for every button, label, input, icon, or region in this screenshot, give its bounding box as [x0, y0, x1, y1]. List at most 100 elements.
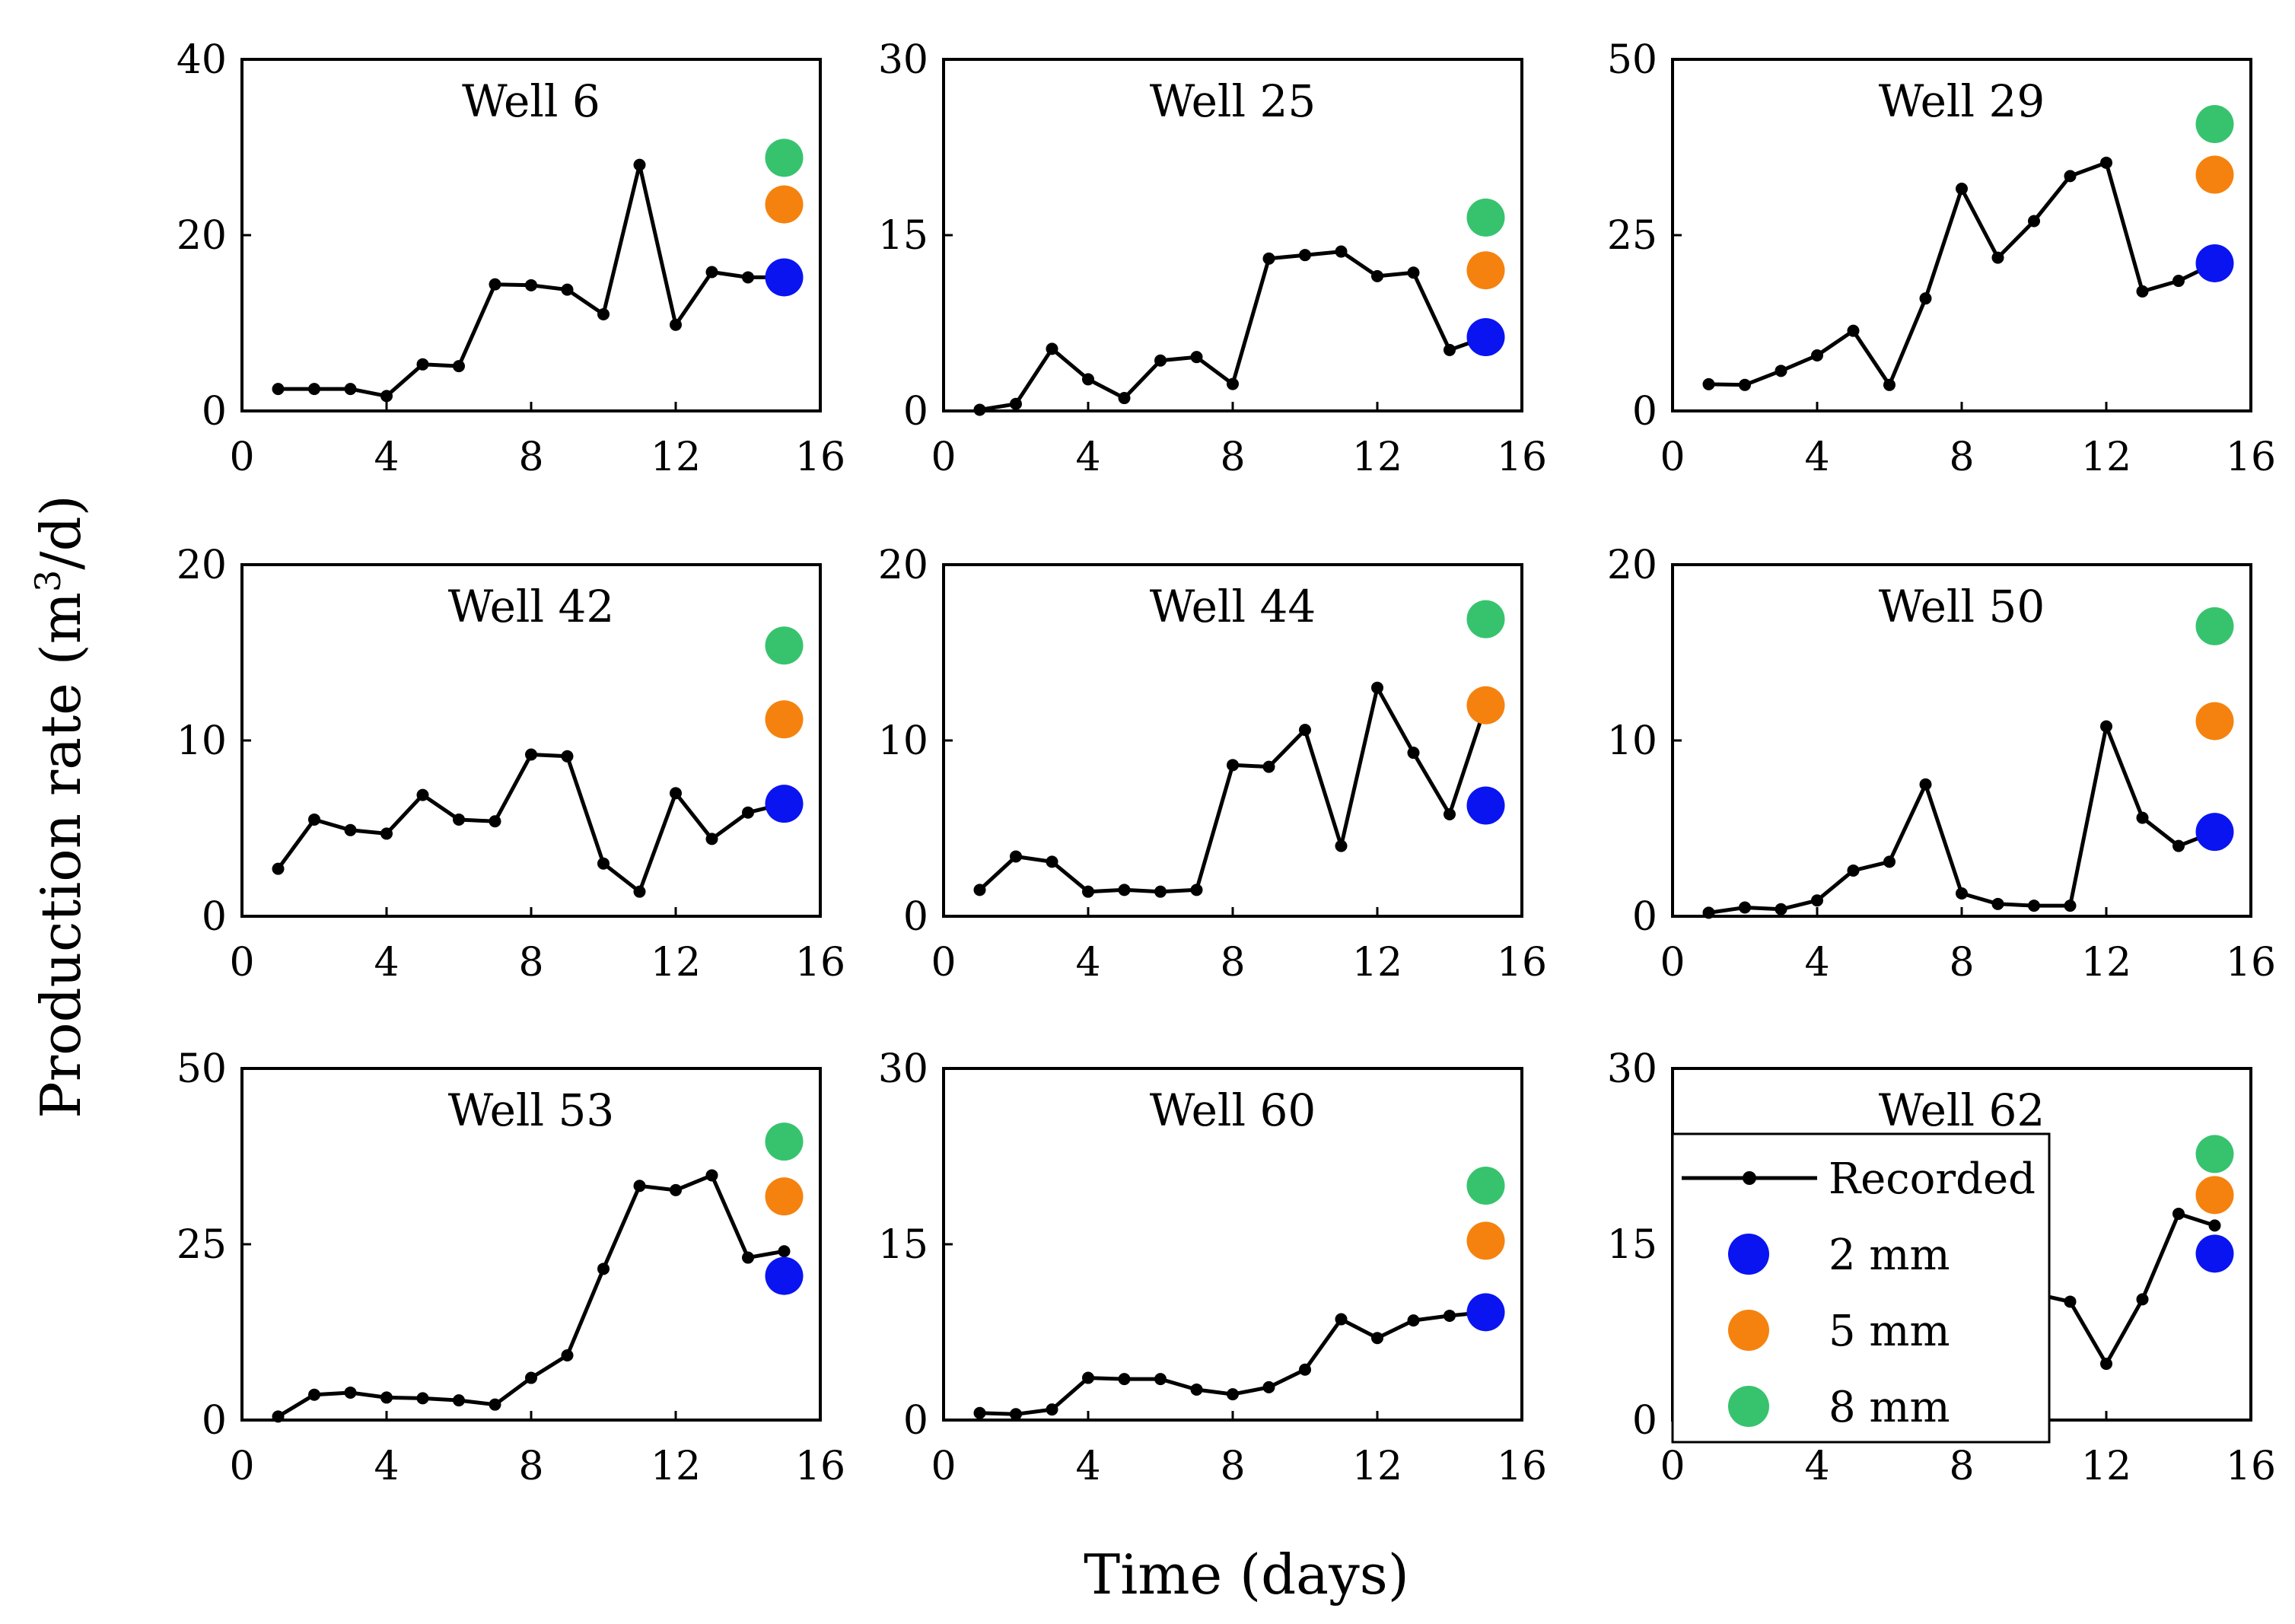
recorded-point [380, 1391, 393, 1404]
x-tick-label: 0 [229, 1444, 254, 1489]
recorded-point [272, 1410, 285, 1423]
recorded-point [1262, 760, 1275, 773]
x-tick-label: 16 [795, 435, 845, 480]
recorded-point [973, 403, 986, 416]
predicted-8mm-point [2195, 1135, 2234, 1173]
recorded-point [1883, 855, 1896, 868]
panel-well-6: 0 4 8 12 16 0 20 40 Well 6 [177, 37, 845, 480]
predicted-5mm-point [2195, 1176, 2234, 1215]
recorded-point [416, 788, 429, 801]
recorded-point [1811, 349, 1823, 362]
predicted-2mm-point [2195, 1234, 2234, 1273]
x-tick-label: 4 [1075, 940, 1100, 986]
predicted-5mm-point [1466, 686, 1505, 724]
x-tick-label: 12 [1352, 1444, 1402, 1489]
y-tick-label: 20 [177, 213, 227, 259]
y-tick-label: 20 [177, 543, 227, 588]
x-tick-label: 0 [931, 940, 956, 986]
recorded-point [778, 1245, 791, 1258]
recorded-point [1956, 887, 1968, 900]
y-tick-label: 0 [903, 389, 928, 435]
x-tick-label: 4 [1804, 435, 1829, 480]
legend-label-2mm: 2 mm [1829, 1231, 1950, 1280]
predicted-8mm-point [765, 1122, 804, 1161]
recorded-point [1919, 778, 1932, 791]
recorded-point [973, 1406, 986, 1419]
x-tick-label: 16 [2226, 1444, 2276, 1489]
x-tick-label: 16 [1497, 435, 1547, 480]
recorded-point [1082, 373, 1094, 386]
x-tick-label: 8 [518, 1444, 543, 1489]
x-tick-label: 16 [1497, 1444, 1547, 1489]
recorded-point [344, 1386, 357, 1399]
recorded-point [2028, 215, 2040, 228]
x-tick-label: 8 [518, 940, 543, 986]
predicted-8mm-point [765, 626, 804, 665]
legend-label-8mm: 8 mm [1829, 1383, 1950, 1432]
recorded-point [1118, 392, 1131, 405]
legend-recorded-marker [1743, 1171, 1756, 1185]
recorded-point [670, 787, 682, 800]
recorded-point [2064, 170, 2077, 183]
x-tick-label: 4 [374, 435, 399, 480]
recorded-point [1082, 885, 1094, 898]
panel-well-42: 0 4 8 12 16 0 10 20 Well 42 [177, 543, 845, 986]
recorded-point [633, 1180, 646, 1193]
recorded-point [705, 266, 718, 279]
recorded-point [742, 806, 754, 819]
y-tick-label: 0 [1632, 389, 1657, 435]
predicted-5mm-point [765, 1177, 804, 1216]
recorded-point [344, 383, 357, 396]
recorded-point [1154, 1373, 1167, 1386]
recorded-point [742, 1251, 754, 1264]
recorded-point [525, 748, 537, 761]
y-axis-title: Production rate (m3/d) [27, 495, 93, 1118]
y-tick-label: 0 [1632, 1398, 1657, 1444]
recorded-point [2172, 1207, 2185, 1220]
recorded-point [416, 1392, 429, 1405]
recorded-point [1702, 377, 1715, 390]
y-tick-label: 0 [202, 1398, 227, 1444]
predicted-5mm-point [1466, 251, 1505, 290]
y-tick-label: 15 [878, 213, 928, 259]
recorded-point [489, 815, 501, 828]
x-tick-label: 16 [1497, 940, 1547, 986]
y-tick-label: 15 [1607, 1222, 1657, 1268]
recorded-point [1190, 351, 1203, 364]
x-tick-label: 8 [1220, 435, 1245, 480]
recorded-point [1190, 884, 1203, 896]
recorded-point [670, 1183, 682, 1196]
predicted-2mm-point [765, 1256, 804, 1295]
predicted-5mm-point [765, 700, 804, 739]
recorded-point [416, 358, 429, 371]
recorded-point [1262, 1380, 1275, 1393]
recorded-point [2028, 900, 2040, 912]
recorded-point [1082, 1371, 1094, 1384]
recorded-point [1118, 884, 1131, 896]
recorded-point [2136, 811, 2149, 824]
recorded-point [1847, 864, 1860, 877]
x-tick-label: 0 [1660, 1444, 1685, 1489]
panel-title: Well 62 [1879, 1084, 2045, 1136]
recorded-point [1991, 897, 2004, 910]
recorded-point [1227, 759, 1239, 772]
x-tick-label: 4 [374, 1444, 399, 1489]
legend-2mm-marker [1728, 1234, 1769, 1275]
recorded-point [1775, 365, 1787, 377]
panel-well-25: 0 4 8 12 16 0 15 30 Well 25 [878, 37, 1547, 480]
y-tick-label: 25 [1607, 213, 1657, 259]
recorded-point [1227, 1388, 1239, 1401]
recorded-point [1227, 377, 1239, 390]
recorded-point [453, 1394, 465, 1407]
x-tick-label: 8 [1949, 940, 1974, 986]
recorded-point [1407, 747, 1420, 759]
recorded-point [597, 857, 610, 870]
x-tick-label: 4 [1075, 1444, 1100, 1489]
recorded-point [1046, 342, 1058, 355]
legend-label-recorded: Recorded [1829, 1154, 2036, 1204]
recorded-point [2100, 720, 2112, 733]
predicted-8mm-point [2195, 607, 2234, 645]
recorded-point [525, 1371, 537, 1384]
recorded-point [1811, 894, 1823, 907]
y-tick-label: 25 [177, 1222, 227, 1268]
